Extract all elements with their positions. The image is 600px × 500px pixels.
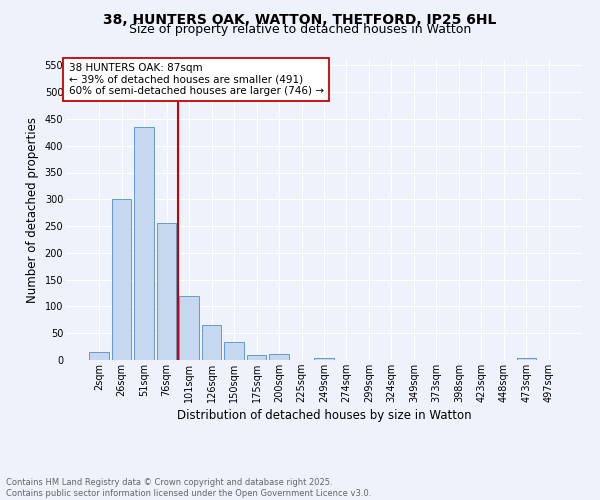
Text: Contains HM Land Registry data © Crown copyright and database right 2025.
Contai: Contains HM Land Registry data © Crown c… [6, 478, 371, 498]
Bar [314, 358, 334, 360]
Text: Size of property relative to detached houses in Watton: Size of property relative to detached ho… [129, 22, 471, 36]
Bar [112, 200, 131, 360]
Text: 38 HUNTERS OAK: 87sqm
← 39% of detached houses are smaller (491)
60% of semi-det: 38 HUNTERS OAK: 87sqm ← 39% of detached … [68, 63, 323, 96]
Bar [517, 358, 536, 360]
Text: 38, HUNTERS OAK, WATTON, THETFORD, IP25 6HL: 38, HUNTERS OAK, WATTON, THETFORD, IP25 … [103, 12, 497, 26]
Bar [134, 127, 154, 360]
Bar [179, 296, 199, 360]
Bar [224, 342, 244, 360]
X-axis label: Distribution of detached houses by size in Watton: Distribution of detached houses by size … [176, 409, 472, 422]
Bar [247, 354, 266, 360]
Bar [269, 354, 289, 360]
Y-axis label: Number of detached properties: Number of detached properties [26, 117, 39, 303]
Bar [157, 224, 176, 360]
Bar [202, 325, 221, 360]
Bar [89, 352, 109, 360]
